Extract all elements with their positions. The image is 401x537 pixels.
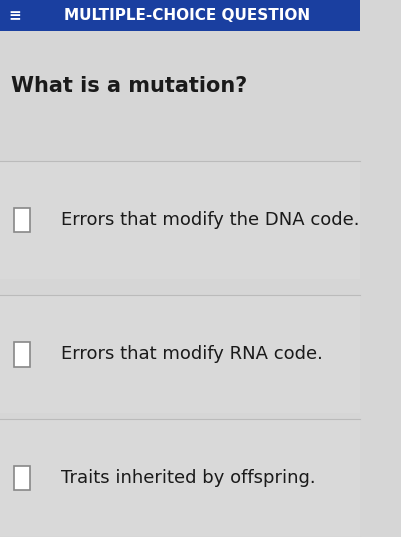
FancyBboxPatch shape xyxy=(14,343,30,366)
Text: MULTIPLE-CHOICE QUESTION: MULTIPLE-CHOICE QUESTION xyxy=(65,8,310,23)
Text: ≡: ≡ xyxy=(8,8,21,23)
Text: Traits inherited by offspring.: Traits inherited by offspring. xyxy=(61,469,316,487)
FancyBboxPatch shape xyxy=(0,295,360,413)
Text: Errors that modify RNA code.: Errors that modify RNA code. xyxy=(61,345,323,364)
FancyBboxPatch shape xyxy=(14,466,30,490)
FancyBboxPatch shape xyxy=(14,208,30,232)
FancyBboxPatch shape xyxy=(0,0,360,31)
FancyBboxPatch shape xyxy=(0,419,360,537)
Text: What is a mutation?: What is a mutation? xyxy=(11,76,247,96)
Text: Errors that modify the DNA code.: Errors that modify the DNA code. xyxy=(61,211,360,229)
FancyBboxPatch shape xyxy=(0,161,360,279)
